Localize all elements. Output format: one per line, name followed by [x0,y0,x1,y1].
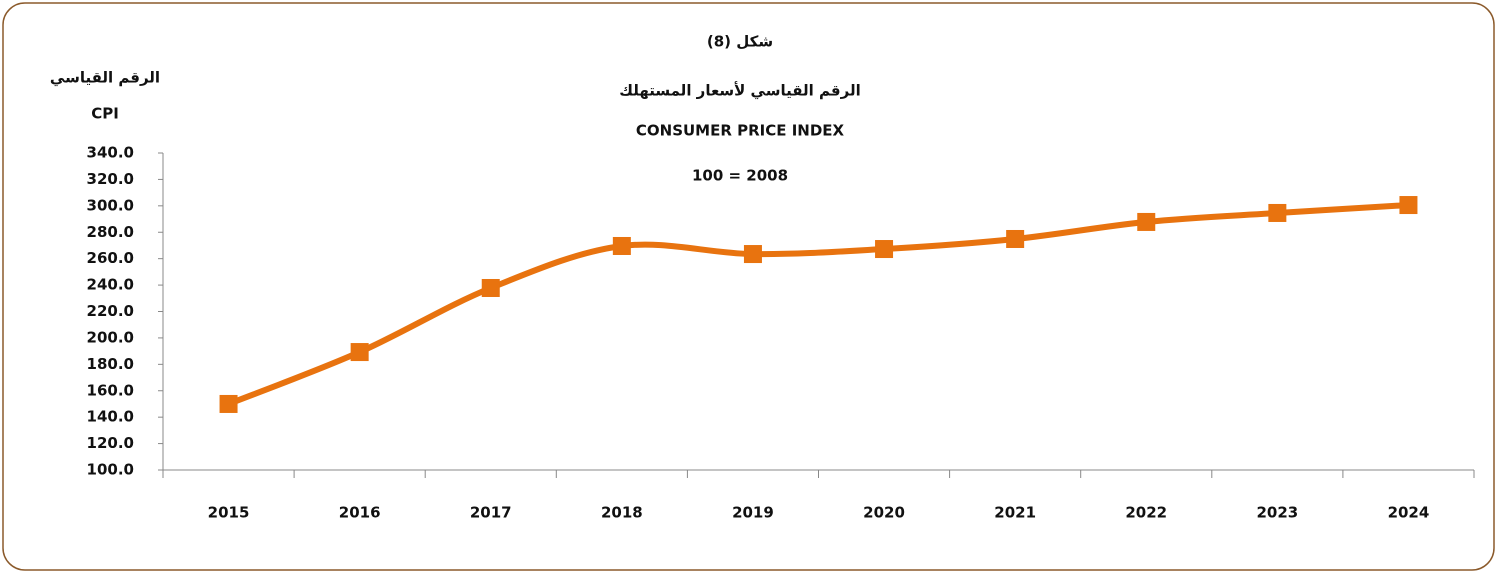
x-tick-label: 2017 [470,504,512,522]
marker [350,343,369,362]
x-tick-label: 2020 [863,504,905,522]
x-tick-label: 2024 [1388,504,1430,522]
marker [1268,203,1287,222]
y-tick-label: 220.0 [87,302,134,320]
x-tick-label: 2018 [601,504,643,522]
y-tick-label: 160.0 [87,381,134,399]
y-axis-label: الرقم القياسي [50,69,160,87]
marker [1399,196,1418,215]
marker [743,245,762,264]
y-tick-label: 100.0 [87,461,134,479]
x-tick-label: 2015 [208,504,250,522]
y-tick-label: 180.0 [87,355,134,373]
marker [612,236,631,255]
y-tick-label: 340.0 [87,144,134,162]
y-tick-label: 200.0 [87,328,134,346]
marker [1137,212,1156,231]
chart-subtitle: CONSUMER PRICE INDEX [636,122,845,140]
y-tick-label: 260.0 [87,249,134,267]
x-tick-label: 2021 [994,504,1036,522]
marker [875,240,894,259]
marker [1006,229,1025,248]
y-tick-label: 240.0 [87,276,134,294]
y-tick-label: 120.0 [87,434,134,452]
chart-title: شكل (8) [707,33,773,51]
marker [481,278,500,297]
x-tick-label: 2016 [339,504,381,522]
marker [219,394,238,413]
chart-subtitle: 100 = 2008 [692,167,788,185]
y-tick-label: 140.0 [87,408,134,426]
chart-subtitle: الرقم القياسي لأسعار المستهلك [619,82,860,100]
x-tick-label: 2019 [732,504,774,522]
x-tick-label: 2023 [1256,504,1298,522]
data-line [227,202,1409,407]
y-tick-label: 280.0 [87,223,134,241]
y-tick-label: 300.0 [87,196,134,214]
x-tick-label: 2022 [1125,504,1167,522]
y-tick-label: 320.0 [87,170,134,188]
y-axis-label: CPI [91,105,119,123]
